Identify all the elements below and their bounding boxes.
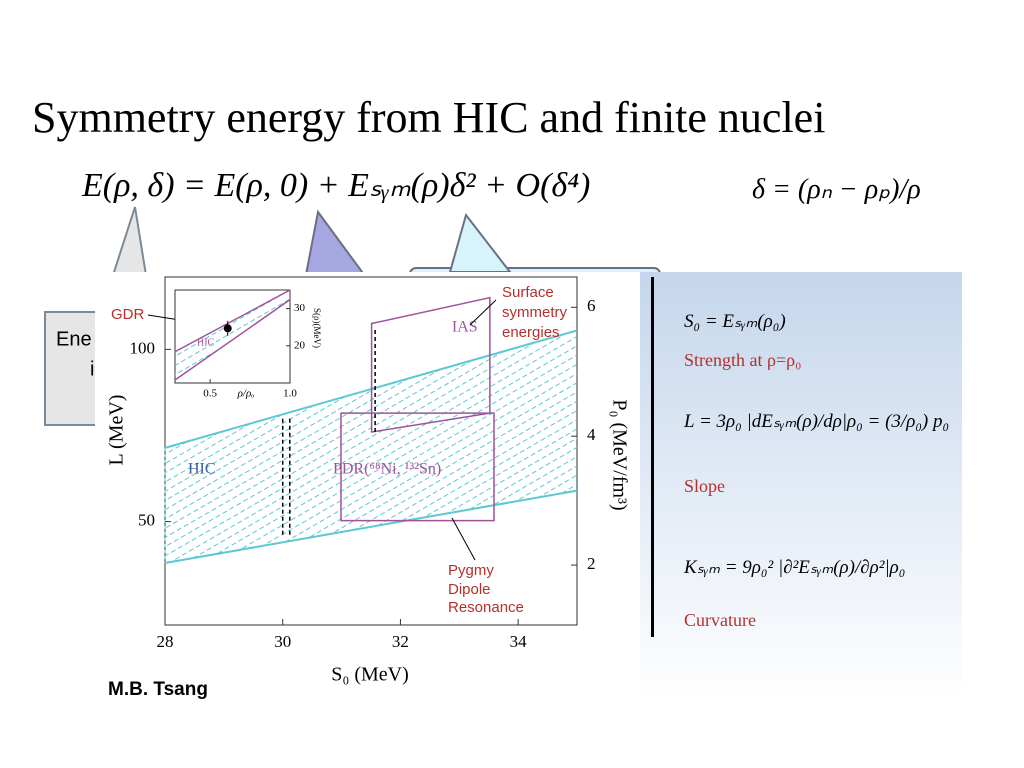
x-tick-label: 32 bbox=[392, 632, 409, 651]
formula-label: Slope bbox=[684, 476, 726, 496]
annotation: Dipole bbox=[448, 581, 491, 598]
credit: M.B. Tsang bbox=[108, 679, 208, 700]
series-label: HIC bbox=[188, 461, 216, 478]
band-area bbox=[165, 330, 577, 563]
callout-text: Ene bbox=[56, 328, 92, 350]
annotation-leader bbox=[451, 517, 476, 561]
formula: S₀ = Eₛᵧₘ(ρ₀) bbox=[684, 311, 786, 332]
region-label: IAS bbox=[452, 318, 478, 335]
formula-label: Strength at ρ=ρ₀ bbox=[684, 350, 802, 370]
inset-x-tick-label: 1.0 bbox=[283, 388, 297, 400]
y-tick-label: 100 bbox=[130, 338, 156, 357]
band-edge bbox=[164, 489, 578, 564]
equation: E(ρ, δ) = E(ρ, 0) + Eₛᵧₘ(ρ)δ² + O(δ⁴) bbox=[82, 167, 591, 204]
inset-band-edge bbox=[174, 299, 291, 381]
slide-title: Symmetry energy from HIC and finite nucl… bbox=[32, 93, 826, 142]
inset-x-label: ρ/ρₒ bbox=[237, 388, 255, 400]
y2-tick-label: 6 bbox=[587, 296, 596, 315]
annotation: symmetry bbox=[502, 304, 567, 321]
formula-panel bbox=[640, 272, 962, 702]
annotation: Resonance bbox=[448, 599, 524, 616]
inset-y-tick-label: 30 bbox=[294, 302, 306, 314]
x-axis-label: S₀ (MeV) bbox=[331, 664, 409, 686]
inset-band bbox=[175, 290, 290, 381]
annotation: GDR bbox=[111, 306, 145, 323]
annotation-leader bbox=[469, 299, 497, 326]
region-label: PDR(⁶⁸Ni, ¹³²Sn) bbox=[333, 461, 441, 478]
y-axis-label: L (MeV) bbox=[106, 395, 128, 466]
inset-band-label: HIC bbox=[197, 337, 215, 348]
inset-y-label: S(ρ)(MeV) bbox=[312, 308, 322, 348]
region bbox=[340, 412, 495, 522]
annotation: Surface bbox=[502, 284, 554, 301]
x-tick-label: 34 bbox=[510, 632, 528, 651]
y2-axis-label: P₀ (MeV/fm³) bbox=[608, 399, 630, 510]
annotation: Pygmy bbox=[448, 562, 494, 579]
inset-x-tick-label: 0.5 bbox=[203, 388, 217, 400]
y-tick-label: 50 bbox=[138, 511, 155, 530]
y2-tick-label: 2 bbox=[587, 554, 596, 573]
callout-text: i bbox=[90, 358, 94, 380]
x-tick-label: 28 bbox=[157, 632, 174, 651]
data-point bbox=[223, 324, 232, 333]
x-tick-label: 30 bbox=[274, 632, 291, 651]
formula-label: Curvature bbox=[684, 610, 756, 630]
inset-band-edge bbox=[174, 289, 291, 353]
annotation: energies bbox=[502, 324, 560, 341]
divider bbox=[651, 277, 654, 637]
delta-definition: δ = (ρₙ − ρₚ)/ρ bbox=[752, 174, 921, 205]
y2-tick-label: 4 bbox=[587, 425, 596, 444]
formula: L = 3ρ₀ |dEₛᵧₘ(ρ)/dρ|ρ₀ = (3/ρ₀) p₀ bbox=[684, 411, 950, 432]
inset-y-tick-label: 20 bbox=[294, 339, 306, 351]
formula: Kₛᵧₘ = 9ρ₀² |∂²Eₛᵧₘ(ρ)/∂ρ²|ρ₀ bbox=[684, 557, 906, 578]
